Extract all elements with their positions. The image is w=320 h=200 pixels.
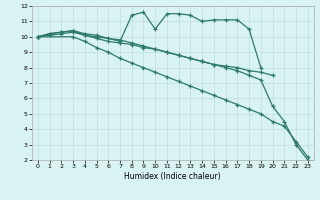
X-axis label: Humidex (Indice chaleur): Humidex (Indice chaleur)	[124, 172, 221, 181]
